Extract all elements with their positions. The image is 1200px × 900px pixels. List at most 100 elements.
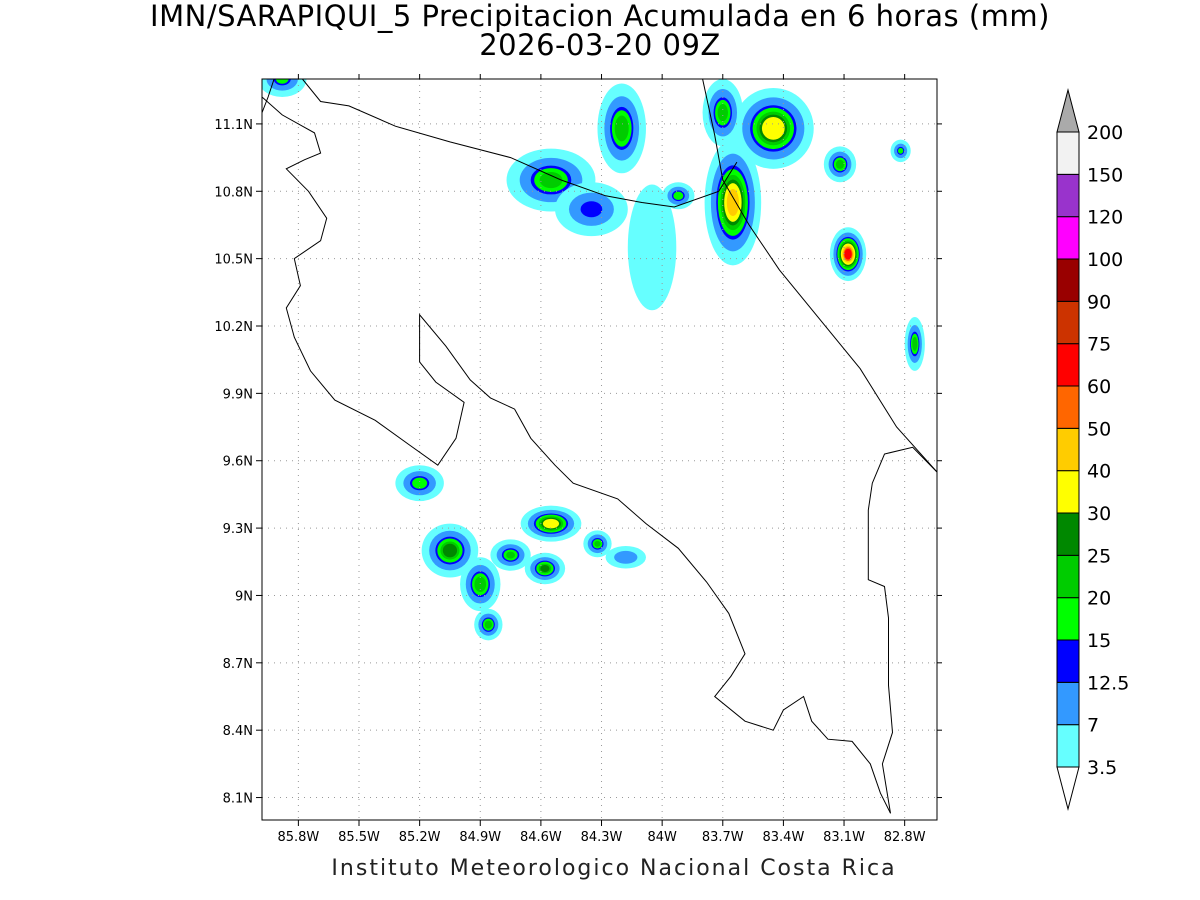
colorbar-level-label: 3.5 xyxy=(1087,757,1117,779)
lat-tick-label: 9.6N xyxy=(223,455,253,470)
precip-contour xyxy=(539,171,563,189)
colorbar-swatch xyxy=(1056,554,1080,599)
precip-cell xyxy=(520,505,582,542)
precip-contour xyxy=(275,79,289,84)
colorbar-swatch xyxy=(1056,427,1080,472)
precip-contour xyxy=(761,117,785,140)
lat-tick-label: 8.4N xyxy=(223,724,253,739)
lat-tick-label: 10.5N xyxy=(214,253,253,268)
colorbar-swatch xyxy=(1056,173,1080,218)
precip-cell xyxy=(732,87,814,169)
precip-cell xyxy=(702,79,743,147)
pacific-coastline xyxy=(262,96,891,814)
lon-tick-label: 84.9W xyxy=(459,830,501,845)
precip-cell xyxy=(704,139,762,266)
lon-tick-label: 85.8W xyxy=(277,830,319,845)
lon-tick-label: 84W xyxy=(647,830,677,845)
precip-contour xyxy=(594,540,601,547)
precip-cell xyxy=(421,523,479,578)
lat-tick-label: 9.3N xyxy=(223,522,253,537)
precip-contour xyxy=(835,159,845,169)
colorbar-level-label: 200 xyxy=(1087,122,1123,144)
colorbar-swatch xyxy=(1056,597,1080,641)
precip-contour xyxy=(442,543,458,558)
precip-cell xyxy=(829,227,867,282)
lon-tick-label: 84.6W xyxy=(520,830,562,845)
latitude-axis: 11.1N 10.8N 10.5N 10.2N 9.9N 9.6N 9.3N 9N 8.7N 8.… xyxy=(214,118,942,807)
colorbar-swatch xyxy=(1056,300,1080,345)
precip-cell xyxy=(490,539,531,571)
precip-contour xyxy=(627,184,677,311)
colorbar-level-label: 90 xyxy=(1087,291,1111,313)
precip-cell xyxy=(823,146,857,183)
colorbar-level-label: 150 xyxy=(1087,164,1123,186)
precip-cell xyxy=(904,317,925,371)
colorbar-swatch xyxy=(1056,724,1080,768)
precip-cell xyxy=(474,608,503,641)
institution-footer: Instituto Meteorologico Nacional Costa R… xyxy=(331,856,897,881)
precip-contour xyxy=(717,104,728,122)
coastlines-borders xyxy=(262,79,937,814)
lat-tick-label: 11.1N xyxy=(214,118,253,133)
colorbar-level-label: 100 xyxy=(1087,249,1123,271)
colorbar-low-arrow xyxy=(1056,766,1080,811)
lat-tick-label: 10.2N xyxy=(214,320,253,335)
plot-frame xyxy=(261,78,938,821)
colorbar-swatch xyxy=(1056,470,1080,514)
colorbar-swatch xyxy=(1056,385,1080,429)
colorbar-swatch xyxy=(1056,639,1080,683)
lat-tick-label: 9N xyxy=(235,589,253,604)
title-line-2: 2026-03-20 09Z xyxy=(479,28,721,62)
colorbar-level-label: 75 xyxy=(1087,334,1111,356)
lake-shore xyxy=(262,79,275,113)
precip-contour xyxy=(484,620,492,629)
lat-tick-label: 8.1N xyxy=(223,792,253,807)
lon-tick-label: 82.8W xyxy=(884,830,926,845)
lon-tick-label: 84.3W xyxy=(581,830,623,845)
colorbar-level-label: 60 xyxy=(1087,376,1111,398)
colorbar-level-label: 50 xyxy=(1087,418,1111,440)
colorbar-level-label: 25 xyxy=(1087,545,1111,567)
precip-cell xyxy=(597,83,646,174)
precip-contour xyxy=(506,551,516,559)
colorbar-swatch xyxy=(1056,216,1080,260)
precip-contour xyxy=(726,188,739,217)
map-title: IMN/SARAPIQUI_5 Precipitacion Acumulada … xyxy=(0,2,1200,60)
precip-cell xyxy=(627,184,677,311)
precip-cell xyxy=(524,552,566,585)
lon-tick-label: 83.1W xyxy=(823,830,865,845)
precip-cell xyxy=(460,557,501,612)
colorbar-level-label: 30 xyxy=(1087,503,1111,525)
precip-cell xyxy=(583,530,612,558)
precip-contour xyxy=(614,550,638,564)
colorbar-level-label: 40 xyxy=(1087,461,1111,483)
lat-tick-label: 8.7N xyxy=(223,657,253,672)
colorbar-level-label: 15 xyxy=(1087,630,1111,652)
title-line-1: IMN/SARAPIQUI_5 Precipitacion Acumulada … xyxy=(150,0,1050,33)
precip-cell xyxy=(890,139,911,163)
lon-tick-label: 85.5W xyxy=(338,830,380,845)
precip-cell xyxy=(555,182,628,237)
lon-tick-label: 85.2W xyxy=(399,830,441,845)
precip-contour xyxy=(540,564,550,573)
colorbar-level-label: 12.5 xyxy=(1087,672,1129,694)
precip-contour xyxy=(542,518,560,529)
precip-contour xyxy=(412,477,428,489)
colorbar-level-label: 120 xyxy=(1087,207,1123,229)
colorbar-level-label: 7 xyxy=(1087,715,1099,737)
colorbar-swatch xyxy=(1056,258,1080,302)
colorbar-high-arrow xyxy=(1056,88,1080,133)
colorbar-legend: 3.5 7 12.5 15 20 25 30 40 50 60 75 90 100 120 150 200 xyxy=(1056,88,1129,811)
precip-contour xyxy=(474,576,487,592)
panama-border xyxy=(867,446,937,814)
precip-contour xyxy=(897,147,904,154)
colorbar-level-label: 20 xyxy=(1087,588,1111,610)
precipitation-field xyxy=(262,79,925,641)
precip-contour xyxy=(580,201,603,218)
caribbean-coastline xyxy=(702,79,937,473)
precip-cell xyxy=(395,465,444,502)
colorbar-swatch xyxy=(1056,131,1080,175)
precip-contour xyxy=(614,115,629,142)
longitude-axis: 85.8W 85.5W 85.2W 84.9W 84.6W 84.3W 84W 83.7W 83… xyxy=(277,74,926,845)
